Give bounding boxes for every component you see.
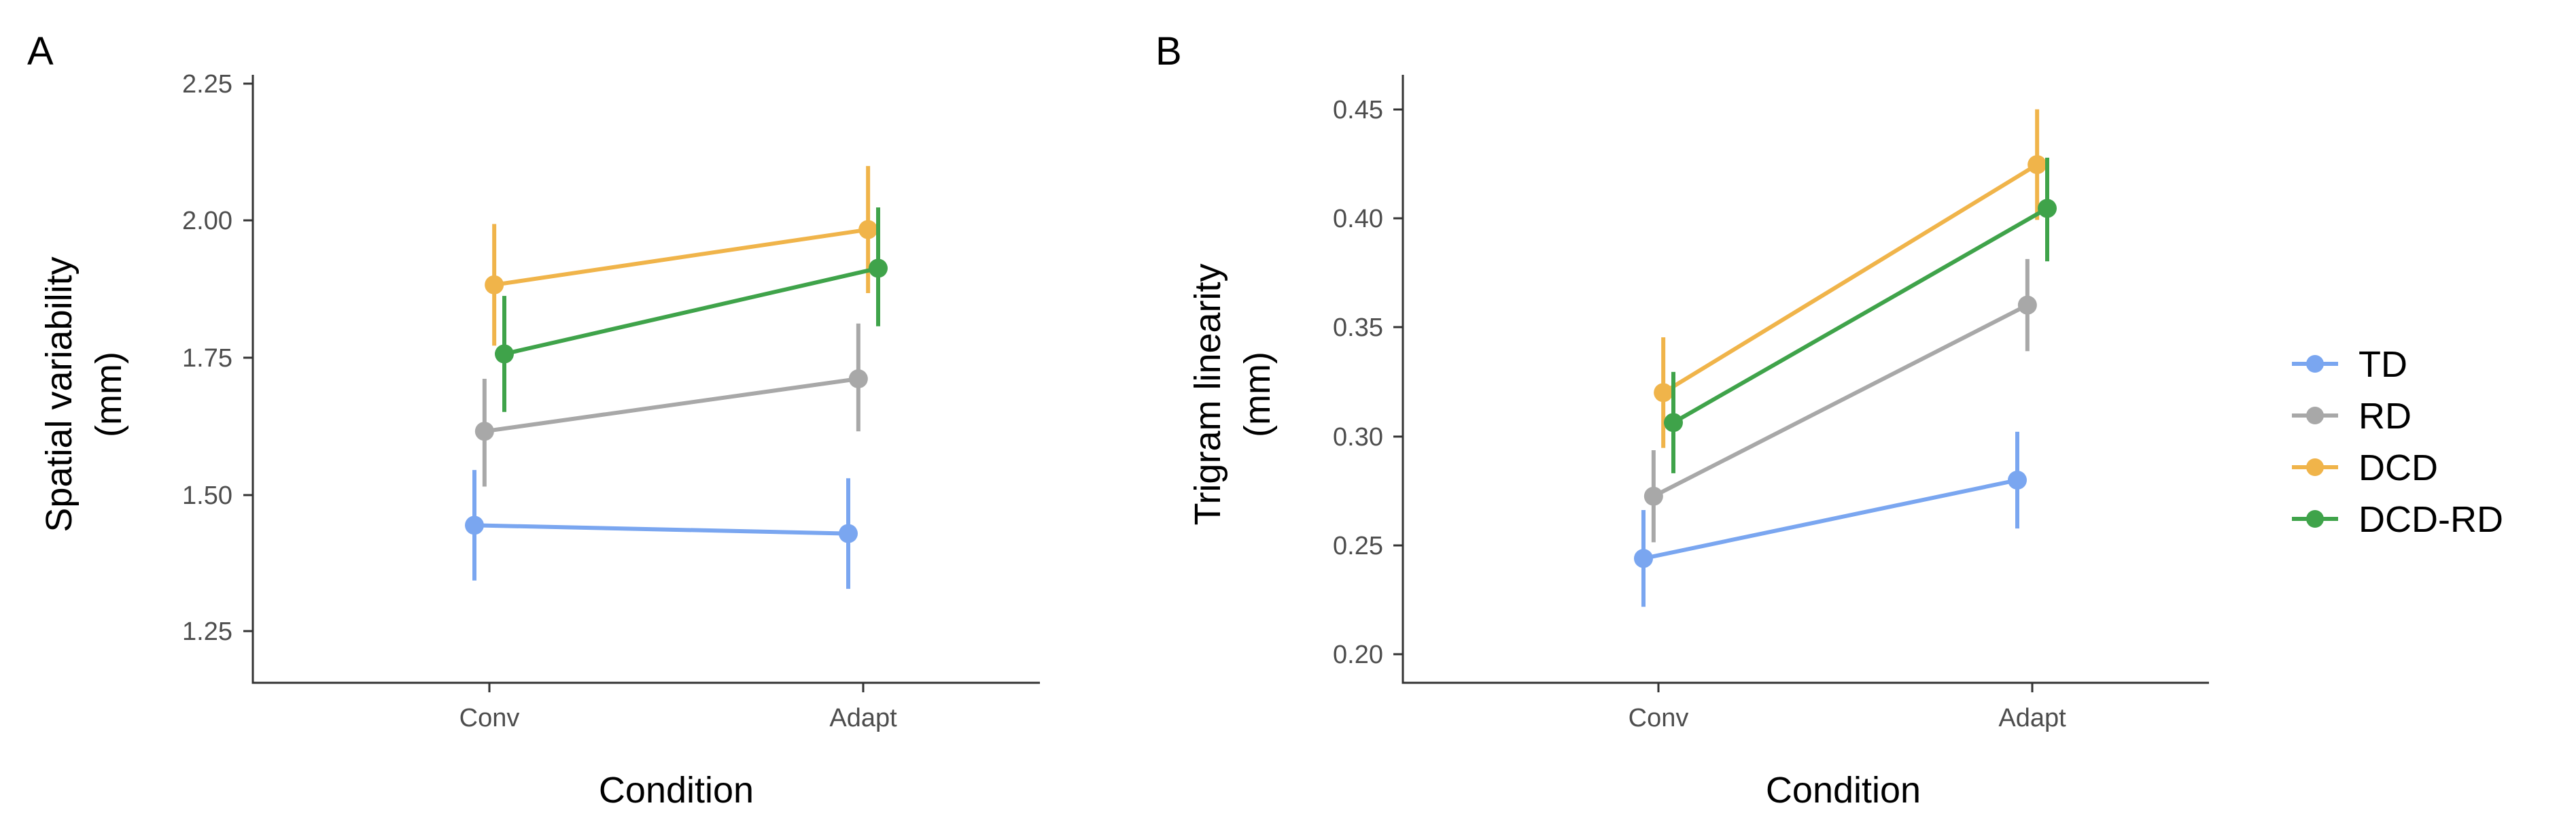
legend-entry-dcd-rd: DCD-RD [2292,499,2503,540]
panel-b-label: B [1155,29,1182,73]
panel-a-xtick-label: Conv [459,704,520,732]
panel-a-data-point-rd [474,422,494,441]
legend: TD RD DCD DCD-RD [2292,344,2503,540]
panel-b-xtick-label: Conv [1629,704,1689,732]
panel-a-data-point-td [839,524,858,543]
panel-b-ytick-label: 0.45 [1333,96,1383,124]
panel-b-ytick-label: 0.20 [1333,641,1383,669]
panel-b: B Trigram linearity (mm) 0.20 0.25 0.30 … [1155,29,2209,811]
panel-a-data-point-td [465,515,484,535]
panel-a-y-title: Spatial variability (mm) [39,256,129,532]
panel-a-ylabel-line1: Spatial variability [39,256,80,532]
panel-b-series-line-dcd-rd [1671,206,2049,425]
panel-a-ylabel-line2: (mm) [88,352,129,437]
panel-b-data-point-dcd-rd [2038,199,2057,218]
panel-a-xlabel: Condition [599,770,754,811]
panel-b-data-point-dcd [2027,155,2047,175]
legend-swatch-point [2306,355,2324,373]
panel-a-y-ticks: 1.25 1.50 1.75 2.00 2.25 [182,70,253,646]
panel-b-series-line-dcd [1661,163,2040,395]
legend-label: RD [2359,396,2412,437]
panel-a-series-line-dcd-rd [502,266,880,356]
panel-b-xtick-label: Adapt [1998,704,2066,732]
panel-b-ytick-label: 0.35 [1333,314,1383,342]
panel-b-ylabel-line2: (mm) [1237,352,1278,437]
panel-a-data-point-dcd [485,275,504,294]
legend-swatch-point [2306,458,2324,476]
panel-a-series-line-rd [482,377,860,434]
panel-a: A Spatial variability (mm) 1.25 1.50 1.7… [27,29,1040,811]
panel-b-data-point-dcd-rd [1664,413,1683,433]
panel-a-data-point-dcd-rd [869,258,888,278]
panel-a-data-point-rd [848,369,868,388]
panel-b-x-ticks: Conv Adapt [1629,683,2066,732]
legend-label: TD [2359,344,2407,385]
legend-label: DCD-RD [2359,499,2503,540]
panel-b-data-point-dcd [1654,383,1673,403]
panel-b-data-point-rd [2017,295,2037,315]
panel-a-plot-area [465,166,888,589]
panel-b-ytick-label: 0.40 [1333,205,1383,233]
legend-swatch-point [2306,510,2324,528]
legend-swatch-point [2306,407,2324,424]
panel-a-axes [251,75,1040,684]
panel-b-xlabel: Condition [1766,770,1921,811]
panel-a-data-point-dcd-rd [495,344,514,364]
panel-a-ytick-label: 1.25 [182,617,232,646]
panel-a-ytick-label: 1.50 [182,481,232,510]
legend-entry-dcd: DCD [2292,447,2438,488]
panel-b-axes [1402,75,2209,684]
legend-label: DCD [2359,447,2438,488]
legend-entry-rd: RD [2292,396,2412,437]
panel-b-ytick-label: 0.25 [1333,532,1383,560]
panel-a-ytick-label: 2.00 [182,207,232,235]
panel-b-data-point-td [2008,471,2027,490]
panel-a-series-line-dcd [492,227,871,287]
panel-a-ytick-label: 2.25 [182,70,232,99]
panel-b-series-line-rd [1651,303,2030,498]
legend-entry-td: TD [2292,344,2407,385]
panel-b-ytick-label: 0.30 [1333,423,1383,452]
panel-a-ytick-label: 1.75 [182,344,232,373]
panel-a-xtick-label: Adapt [829,704,897,732]
panel-b-ylabel-line1: Trigram linearity [1187,263,1228,525]
panel-b-data-point-rd [1643,486,1663,506]
panel-b-series-line-td [1641,478,2019,561]
panel-b-plot-area [1634,109,2057,607]
panel-a-label: A [27,29,54,73]
panel-b-y-ticks: 0.20 0.25 0.30 0.35 0.40 0.45 [1333,96,1403,669]
panel-a-series-line-td [472,523,850,536]
panel-b-y-title: Trigram linearity (mm) [1187,263,1278,525]
panel-b-data-point-td [1634,549,1653,569]
panel-a-data-point-dcd [858,220,878,239]
panel-a-x-ticks: Conv Adapt [459,683,897,732]
